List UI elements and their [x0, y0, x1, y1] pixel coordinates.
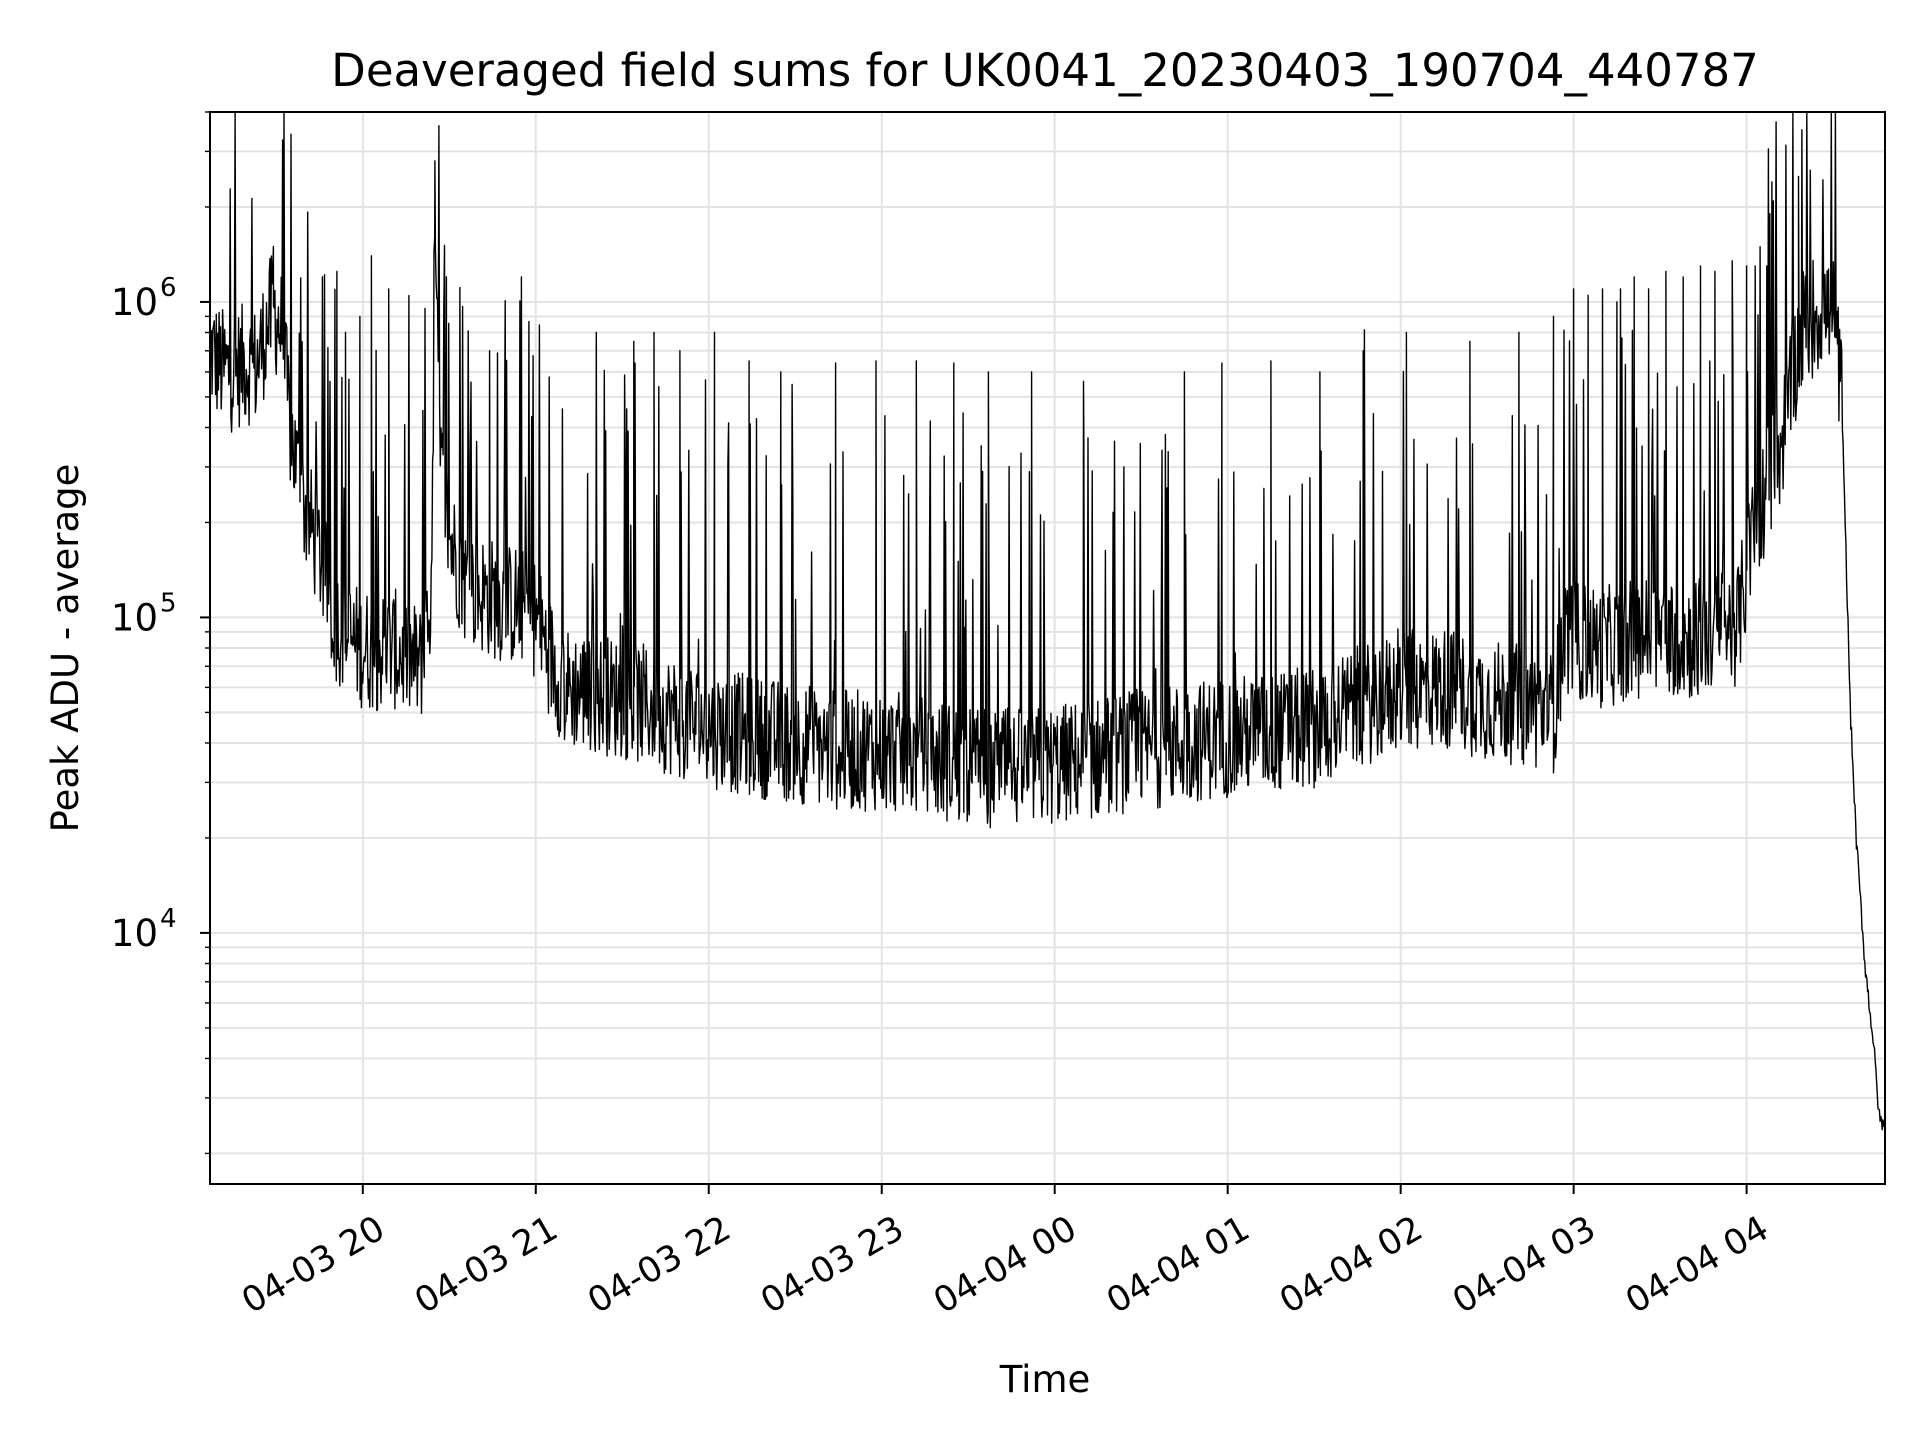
y-tick-base: 10 [111, 912, 158, 955]
y-tick-label: 10 [111, 912, 158, 955]
series-line-0 [209, 111, 1886, 1137]
data-series [209, 111, 1886, 1137]
y-tick-label: 10 [111, 281, 158, 324]
chart-title: Deaveraged field sums for UK0041_2023040… [331, 44, 1759, 97]
y-tick-exponent: 4 [160, 904, 177, 934]
y-tick-label: 10 [111, 596, 158, 639]
y-tick-exponent: 6 [160, 273, 177, 303]
y-axis-label: Peak ADU - average [44, 464, 87, 833]
y-tick-base: 10 [111, 596, 158, 639]
y-tick-exponent: 5 [160, 588, 177, 618]
x-axis-label: Time [999, 1358, 1091, 1401]
y-tick-base: 10 [111, 281, 158, 324]
